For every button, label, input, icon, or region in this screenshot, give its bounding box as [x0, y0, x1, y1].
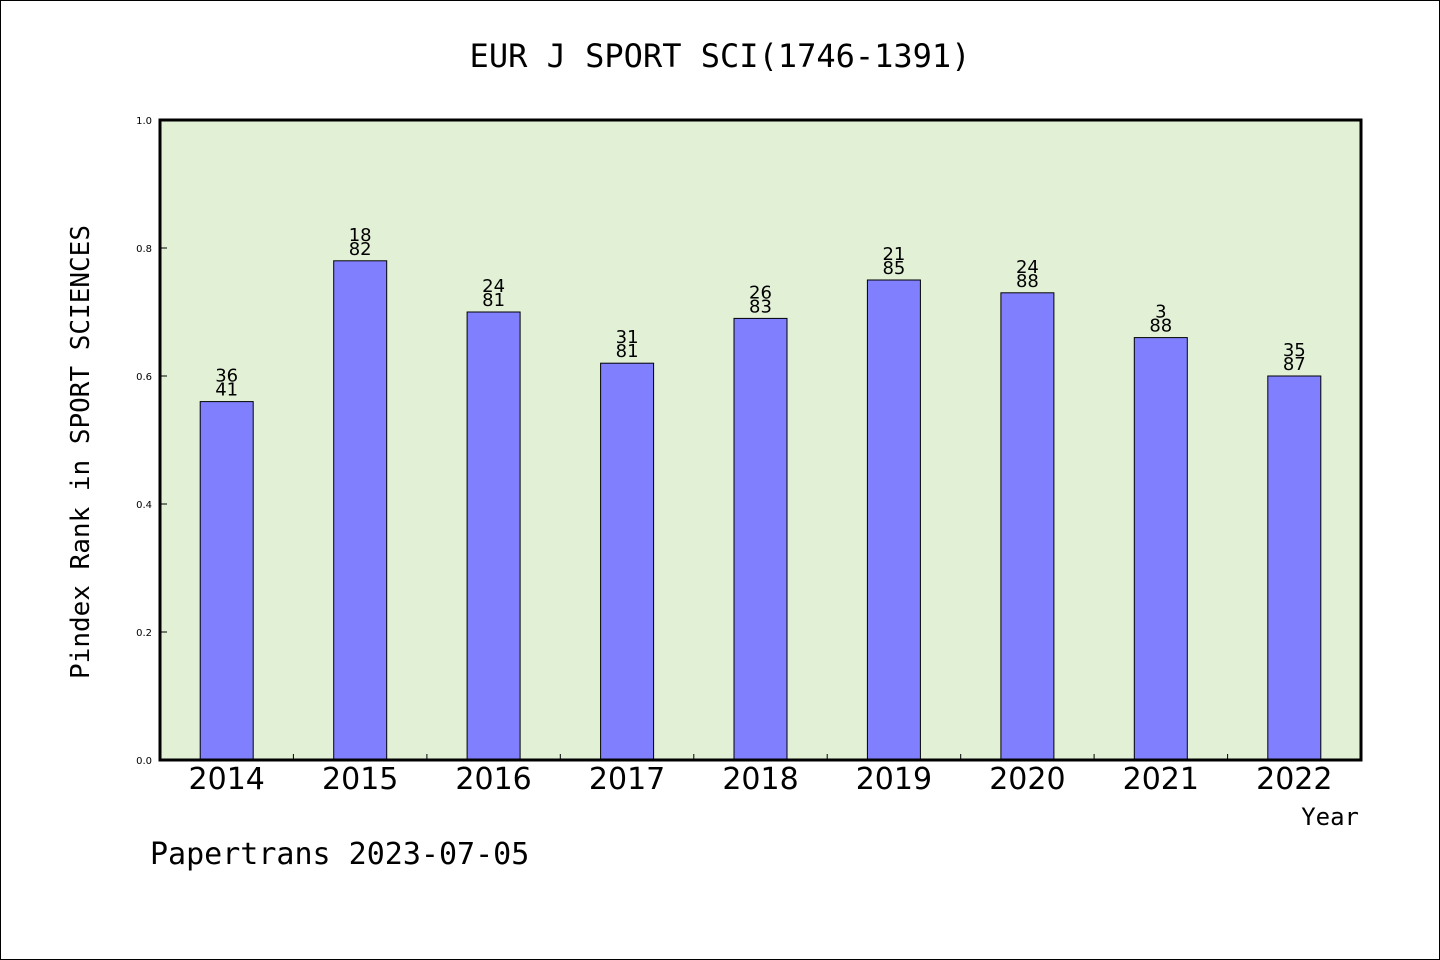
bar-rank-label-2018: 26 [749, 282, 772, 303]
bar-2016 [466, 311, 521, 761]
bar-total-label-2014: 41 [215, 380, 238, 401]
x-tick-label-2014: 2014 [189, 762, 265, 797]
x-tick-label-2016: 2016 [455, 762, 531, 797]
bar-2021 [1133, 337, 1188, 761]
x-tick-label-2018: 2018 [722, 762, 798, 797]
x-tick-label-2015: 2015 [322, 762, 398, 797]
bar-rank-label-2022: 35 [1283, 340, 1306, 361]
y-tick-label-4: 0.8 [136, 244, 152, 255]
y-tick-label-0: 0.0 [136, 756, 152, 767]
footer-watermark: Papertrans 2023-07-05 [150, 837, 529, 872]
chart-title: EUR J SPORT SCI(1746-1391) [470, 37, 971, 75]
x-tick-label-2020: 2020 [989, 762, 1065, 797]
bar-2015 [333, 260, 388, 761]
bar-2017 [600, 362, 655, 761]
bar-2019 [866, 279, 921, 761]
y-axis-label: Pindex Rank in SPORT SCIENCES [66, 225, 96, 679]
bar-rank-label-2014: 36 [215, 366, 238, 387]
x-tick-label-2019: 2019 [856, 762, 932, 797]
bars-group [199, 260, 1322, 761]
y-tick-label-3: 0.6 [136, 372, 152, 383]
bar-total-label-2017: 81 [616, 341, 639, 362]
plot-border [158, 118, 1363, 762]
y-tick-label-2: 0.4 [136, 500, 152, 511]
bar-2022 [1267, 375, 1322, 761]
bar-rank-label-2019: 21 [882, 244, 905, 265]
bar-total-label-2021: 88 [1149, 316, 1172, 337]
bar-rank-label-2015: 18 [349, 225, 372, 246]
x-tick-label-2021: 2021 [1123, 762, 1199, 797]
bar-2018 [733, 317, 788, 761]
x-tick-label-2017: 2017 [589, 762, 665, 797]
bar-total-label-2022: 87 [1283, 354, 1306, 375]
bar-total-label-2020: 88 [1016, 271, 1039, 292]
bar-rank-label-2020: 24 [1016, 257, 1039, 278]
bar-2014 [199, 401, 254, 761]
bar-rank-label-2016: 24 [482, 276, 505, 297]
x-tick-label-2022: 2022 [1256, 762, 1332, 797]
bar-2020 [1000, 292, 1055, 761]
bar-total-label-2016: 81 [482, 290, 505, 311]
bar-total-label-2015: 82 [349, 239, 372, 260]
y-tick-label-1: 0.2 [136, 628, 152, 639]
bar-rank-label-2017: 31 [616, 327, 639, 348]
x-axis-label: Year [1301, 803, 1359, 831]
bar-total-label-2018: 83 [749, 296, 772, 317]
x-axis: 2014 2015 2016 2017 2018 2019 2020 2021 2022 [189, 754, 1332, 797]
y-axis: 0.0 0.2 0.4 0.6 0.8 1.0 [136, 116, 167, 767]
y-tick-label-5: 1.0 [136, 116, 152, 127]
bar-rank-label-2021: 3 [1155, 302, 1166, 323]
bar-total-label-2019: 85 [882, 258, 905, 279]
